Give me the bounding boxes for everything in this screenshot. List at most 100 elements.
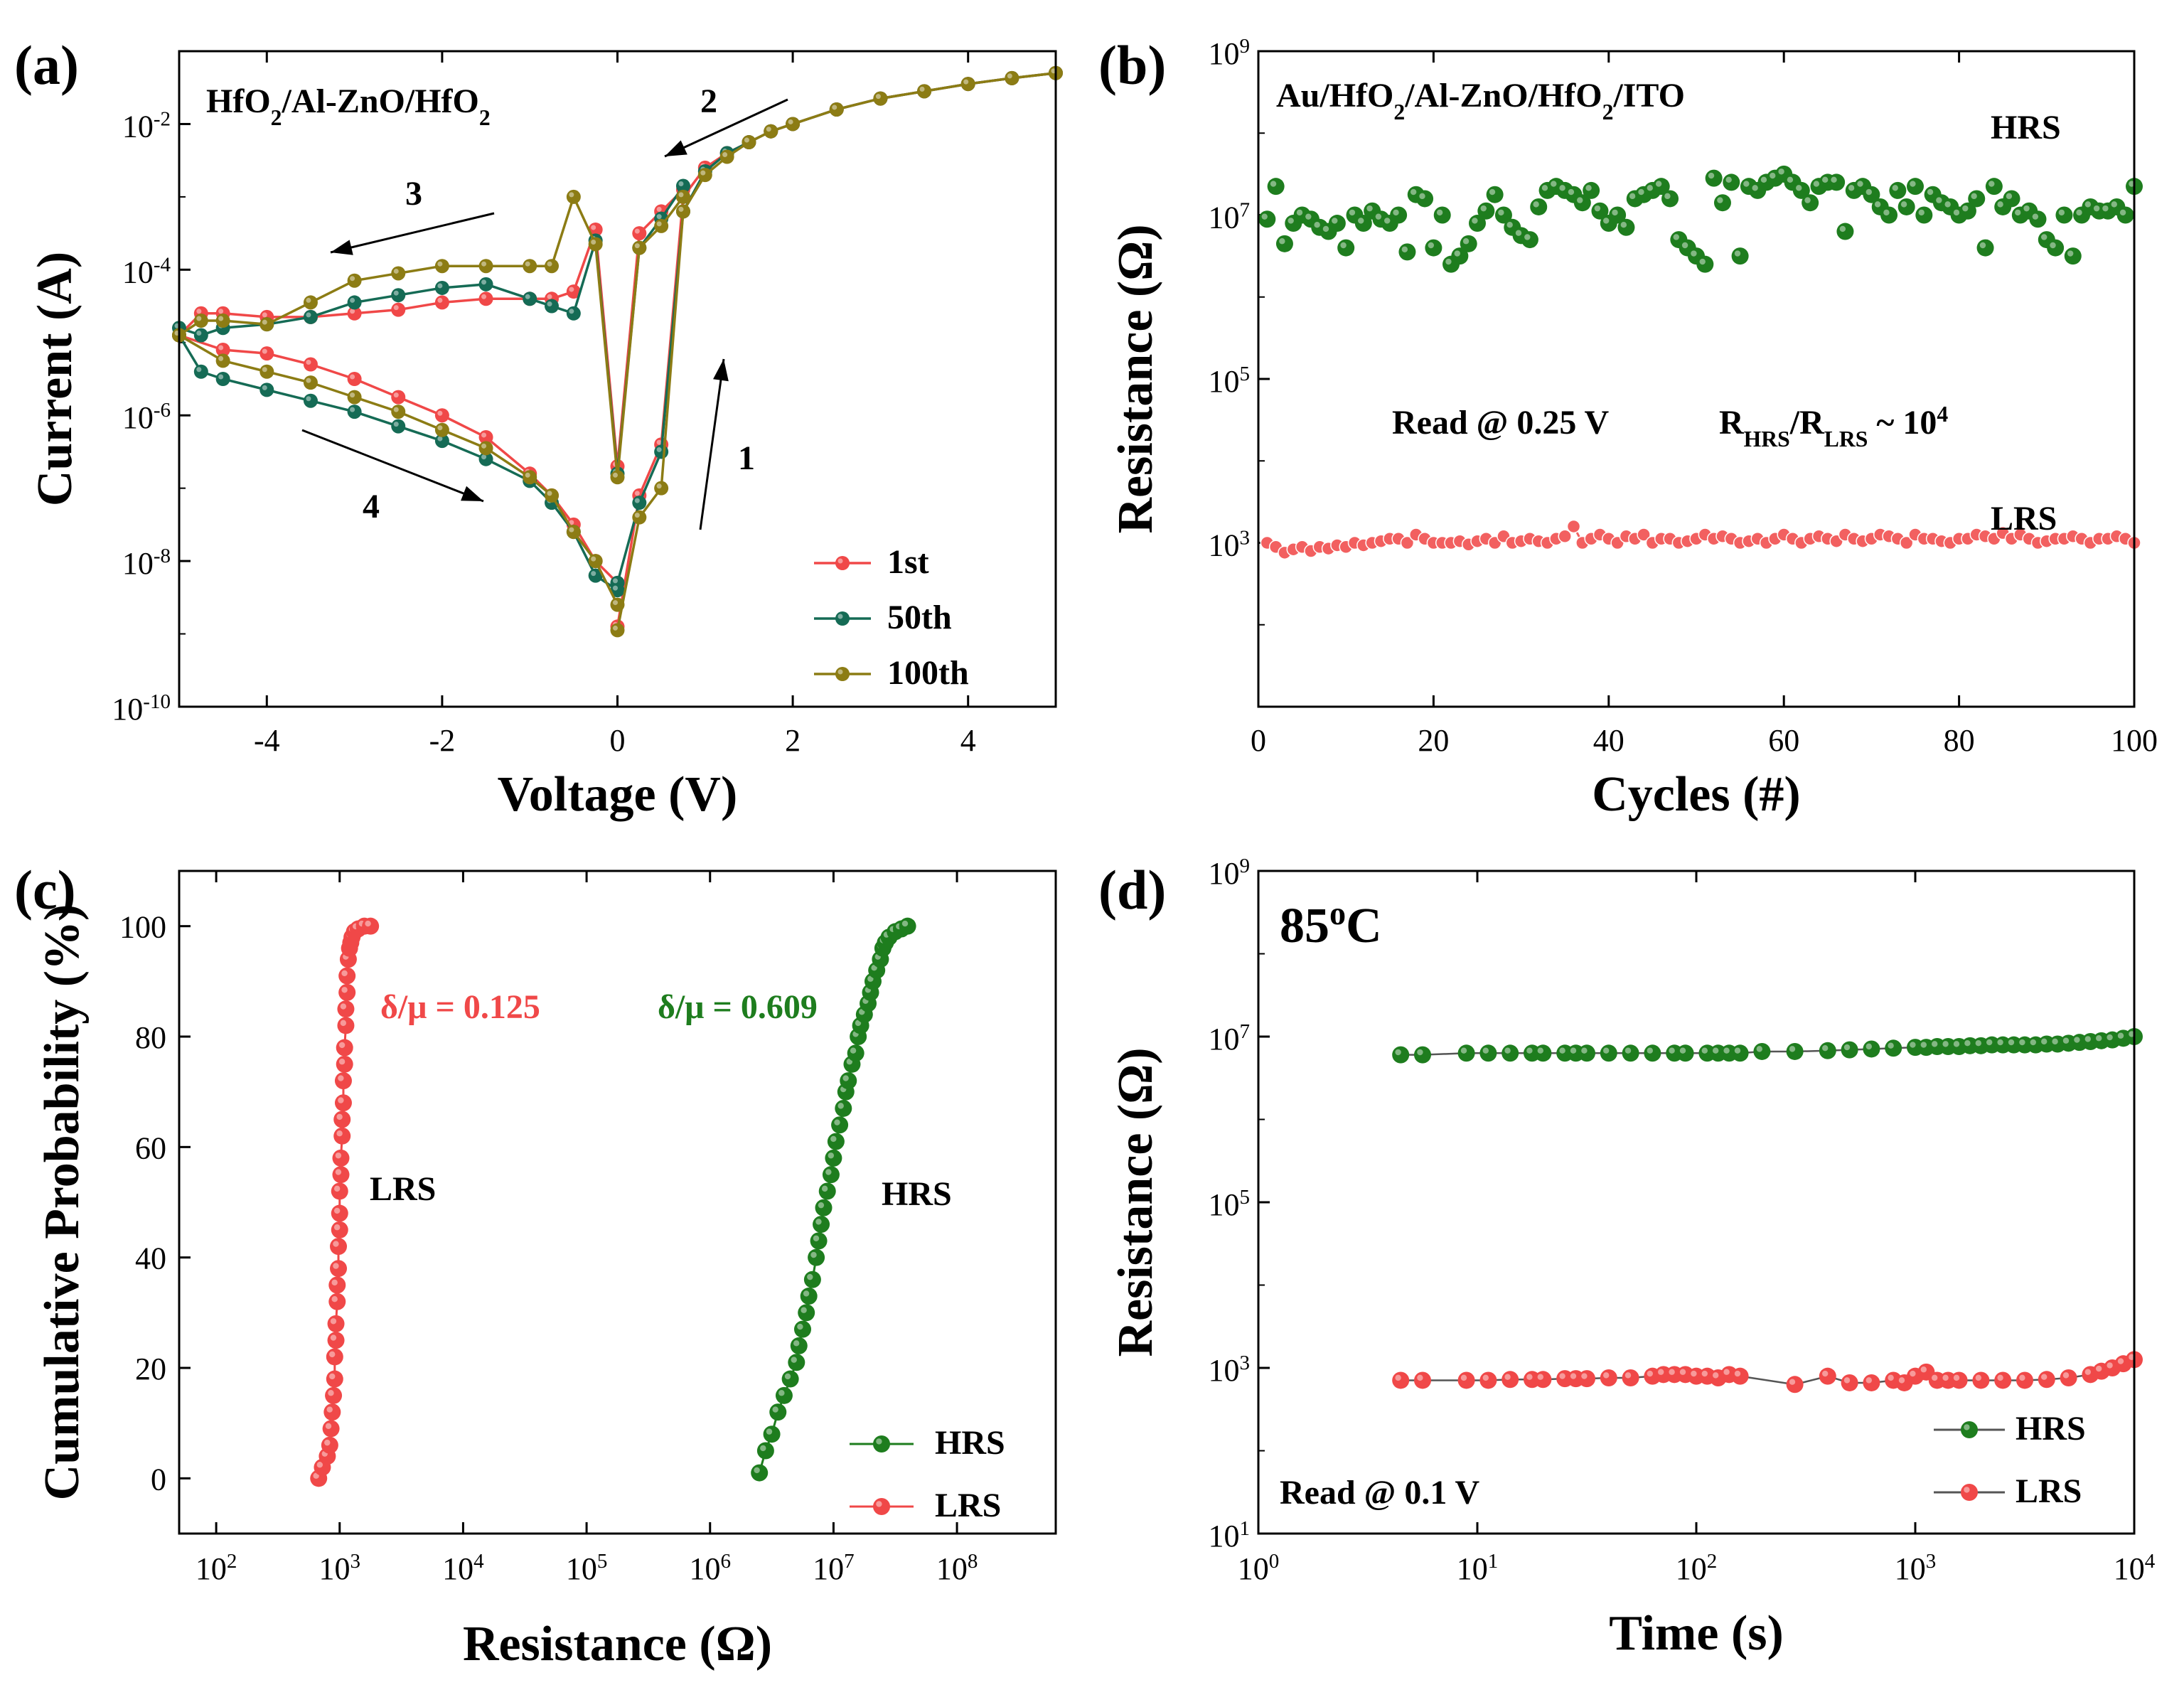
panel-b-point-shine	[1866, 188, 1872, 196]
panel-d-point-shine	[1789, 1379, 1796, 1385]
panel-b-point	[1617, 218, 1635, 236]
panel-c-point	[328, 1276, 346, 1294]
panel-b-title-part: 2	[1602, 100, 1614, 124]
panel-a-series-100th	[172, 65, 1063, 638]
panel-a-point	[697, 168, 712, 183]
panel-a-point	[434, 422, 449, 437]
panel-d-xtick-label-part: 0	[1269, 1550, 1280, 1573]
panel-b-point	[2047, 239, 2065, 257]
panel-d-ytick-label-part: 1	[1239, 1517, 1250, 1540]
panel-d-ytick-label-part: 7	[1239, 1020, 1250, 1043]
panel-c-point	[327, 1315, 345, 1332]
panel-b-point-shine	[1515, 230, 1522, 236]
panel-c-xtick-label: 105	[566, 1550, 608, 1586]
panel-d-ytick-label: 107	[1208, 1020, 1250, 1057]
panel-d-point-shine	[2041, 1374, 2048, 1380]
panel-d-point-shine	[1964, 1040, 1971, 1047]
panel-a-point-shine	[437, 436, 443, 442]
panel-a-legend-label: 50th	[887, 599, 952, 636]
panel-c-point-shine	[330, 1334, 337, 1341]
panel-b-title-part: /Al-ZnO/HfO	[1404, 77, 1602, 114]
panel-c-point-shine	[333, 1224, 341, 1231]
panel-a-point	[391, 302, 406, 317]
panel-a-point	[610, 597, 625, 612]
panel-b-point	[1897, 198, 1915, 215]
panel-b-point-shine	[1498, 209, 1504, 216]
panel-b-point-shine	[1752, 185, 1758, 191]
panel-a-point-shine	[481, 279, 487, 285]
panel-a-arrow-1-head	[713, 359, 729, 382]
panel-a-point-shine	[656, 483, 662, 489]
panel-a-xtick-label: 2	[785, 723, 801, 758]
panel-a-point	[764, 124, 778, 139]
panel-c-point-shine	[834, 1119, 840, 1125]
panel-b-point	[1863, 186, 1880, 203]
panel-d-point-shine	[1559, 1047, 1565, 1054]
panel-a-point	[478, 277, 493, 291]
panel-b-point	[1880, 206, 1898, 224]
panel-c-point-shine	[330, 1318, 337, 1325]
panel-b-point	[2029, 210, 2047, 228]
panel-c-point-shine	[333, 1241, 339, 1247]
panel-c-point	[332, 1149, 350, 1167]
panel-a-point-shine	[350, 392, 355, 398]
panel-c-point	[827, 1133, 845, 1150]
panel-a-point	[347, 405, 362, 419]
panel-b-point-shine	[1332, 218, 1338, 224]
panel-d-series-LRS	[1392, 1351, 2143, 1394]
panel-c-point-shine	[791, 1357, 797, 1363]
panel-a-point-shine	[569, 287, 574, 292]
panel-a-title-part: /Al-ZnO/HfO	[282, 82, 479, 120]
panel-b-point-shine	[1892, 185, 1898, 191]
panel-c-legend-marker-shine	[876, 1438, 882, 1445]
panel-b-ytick-label-part: 10	[1208, 200, 1239, 235]
panel-d-point-shine	[1537, 1047, 1543, 1054]
panel-c-point-shine	[754, 1467, 760, 1474]
panel-b-point	[1889, 181, 1907, 199]
panel-d-point	[1644, 1044, 1661, 1062]
panel-a-point-shine	[700, 170, 706, 176]
panel-d-ytick-label-part: 5	[1239, 1186, 1250, 1209]
panel-b-point	[1267, 178, 1285, 196]
panel-c-point-shine	[324, 1439, 331, 1446]
panel-a-point	[675, 178, 690, 193]
panel-d-point-shine	[1624, 1372, 1632, 1379]
panel-a-point-shine	[569, 527, 574, 533]
panel-a-point	[347, 306, 362, 321]
panel-d-point-shine	[1701, 1047, 1708, 1054]
panel-a-point	[478, 291, 493, 306]
panel-b-letter: (b)	[1098, 34, 1166, 96]
panel-a-point-shine	[591, 225, 596, 230]
panel-c-xtick-label-part: 10	[936, 1551, 968, 1586]
panel-d-point-shine	[1647, 1047, 1653, 1054]
panel-c-point	[818, 1182, 836, 1200]
panel-c-point-shine	[813, 1235, 820, 1241]
panel-c-point	[813, 1216, 830, 1234]
panel-b-label-ratio-part: /R	[1789, 404, 1825, 442]
panel-a-ytick-label-part: -2	[154, 107, 171, 130]
panel-a-ytick-label-part: 10	[122, 109, 154, 144]
panel-c-xtick-label-part: 7	[844, 1550, 855, 1573]
panel-a-arrow-3-shaft	[330, 212, 495, 254]
panel-d-point-shine	[2041, 1038, 2048, 1045]
panel-a-point	[391, 419, 406, 434]
panel-a-point	[259, 364, 274, 379]
panel-c-point	[323, 1403, 341, 1421]
panel-a-point	[347, 295, 362, 310]
panel-c-point-shine	[760, 1445, 766, 1452]
panel-b-point-shine	[1366, 205, 1373, 212]
panel-b-point	[1328, 215, 1346, 232]
panel-d-point	[1841, 1041, 1858, 1059]
panel-a-point	[259, 317, 274, 332]
panel-a-legend-marker	[835, 556, 850, 570]
panel-b-label-ratio-part: HRS	[1744, 427, 1790, 451]
panel-a-point-shine	[591, 571, 596, 577]
panel-b-point	[1907, 178, 1924, 196]
panel-a-ytick-label-part: 10	[122, 255, 154, 289]
panel-b-point-shine	[2032, 213, 2039, 220]
panel-b-point	[1558, 529, 1572, 544]
panel-a-point-shine	[569, 192, 574, 198]
panel-b-point-shine	[1997, 201, 2003, 208]
